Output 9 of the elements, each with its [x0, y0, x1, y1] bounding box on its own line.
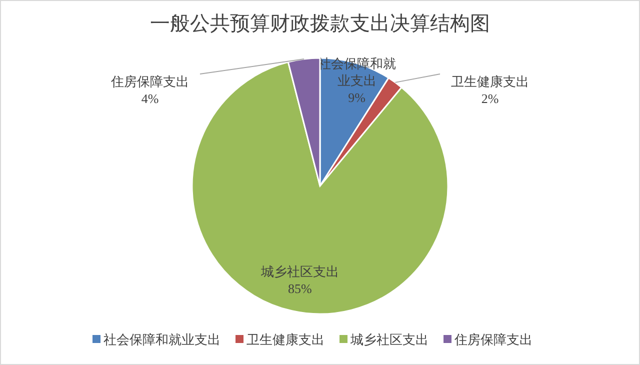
chart-title: 一般公共预算财政拨款支出决算结构图 — [150, 13, 490, 35]
data-label: 2% — [481, 91, 499, 106]
legend-label: 住房保障支出 — [454, 332, 532, 347]
legend-label: 卫生健康支出 — [246, 332, 324, 347]
data-label: 4% — [141, 91, 159, 106]
slice-label: 住房保障支出 — [110, 74, 189, 89]
legend-label: 城乡社区支出 — [350, 332, 428, 347]
legend-label: 社会保障和就业支出 — [104, 332, 220, 347]
slice-label: 卫生健康支出 — [451, 74, 529, 89]
